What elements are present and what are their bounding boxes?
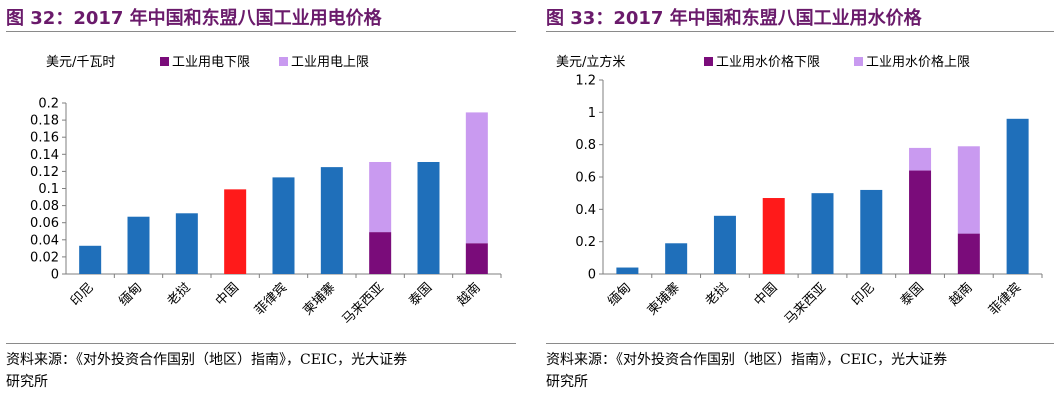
source-line-2: 研究所	[6, 374, 48, 390]
bar-lower	[860, 189, 883, 274]
x-tick-label: 越南	[454, 280, 484, 310]
source-note: 资料来源：《对外投资合作国别（地区）指南》，CEIC，光大证券 研究所	[6, 349, 407, 393]
y-tick-label: 0.02	[30, 250, 59, 265]
x-tick-label: 马来西亚	[782, 280, 829, 327]
bar-lower	[369, 232, 392, 274]
bar-upper	[909, 147, 932, 171]
y-tick-label: 0.04	[30, 233, 59, 248]
y-tick-label: 0.4	[575, 203, 596, 218]
figure-title: 图 33：2017 年中国和东盟八国工业用水价格	[546, 8, 922, 29]
x-tick-label: 越南	[946, 280, 976, 310]
y-tick-label: 1	[588, 106, 596, 121]
legend-label: 工业用水价格下限	[716, 54, 820, 70]
footer-divider	[6, 343, 516, 344]
bar-lower	[957, 233, 980, 274]
bar-lower	[762, 198, 785, 274]
legend-swatch	[279, 57, 288, 66]
x-tick-label: 印尼	[68, 280, 97, 309]
bar-lower	[272, 177, 295, 274]
y-axis-label: 美元/立方米	[556, 54, 625, 70]
bar-upper	[465, 112, 488, 244]
bar-lower	[224, 189, 247, 274]
electricity-price-panel: 图 32：2017 年中国和东盟八国工业用电价格 美元/千瓦时 工业用电下限 工业用…	[6, 0, 516, 404]
bar-upper	[957, 146, 980, 234]
bar-lower	[1006, 118, 1029, 274]
title-divider	[546, 31, 1054, 32]
water-price-chart: 美元/立方米 工业用水价格下限 工业用水价格上限 0 0.2 0.4 0.6 0.8 1 1.2 缅…	[556, 54, 1043, 328]
legend-label: 工业用水价格上限	[866, 54, 970, 70]
legend-swatch	[704, 57, 713, 66]
legend-swatch	[854, 57, 863, 66]
x-tick-label: 泰国	[406, 280, 435, 309]
bar-lower	[665, 243, 688, 274]
source-line-2: 研究所	[546, 374, 588, 390]
legend-label: 工业用电下限	[172, 55, 250, 70]
y-tick-label: 0.1	[38, 182, 59, 197]
electricity-price-chart: 美元/千瓦时 工业用电下限 工业用电上限 0 0.02 0.04 0.06 0.08 0.1 0.…	[30, 55, 502, 328]
bar-lower	[811, 193, 834, 274]
x-tick-label: 印尼	[849, 280, 878, 309]
source-note: 资料来源：《对外投资合作国别（地区）指南》，CEIC，光大证券 研究所	[546, 349, 947, 393]
y-tick-label: 0.14	[30, 148, 59, 163]
legend-label: 工业用电上限	[291, 55, 369, 70]
x-tick-label: 马来西亚	[340, 280, 387, 327]
bar-lower	[175, 213, 198, 274]
y-tick-label: 1.2	[575, 74, 596, 89]
y-tick-label: 0.08	[30, 199, 59, 214]
bar-lower	[320, 167, 343, 274]
y-tick-label: 0.6	[575, 171, 596, 186]
y-tick-label: 0.2	[575, 235, 596, 250]
source-line-1: 资料来源：《对外投资合作国别（地区）指南》，CEIC，光大证券	[6, 352, 408, 368]
x-tick-label: 菲律宾	[986, 280, 1025, 319]
y-tick-label: 0.06	[30, 216, 59, 231]
bar-lower	[79, 245, 102, 274]
y-tick-label: 0.2	[38, 97, 59, 112]
legend-swatch	[160, 57, 169, 66]
x-tick-label: 老挝	[165, 280, 194, 309]
bar-lower	[909, 170, 932, 274]
y-tick-label: 0	[588, 268, 596, 283]
footer-divider	[546, 343, 1054, 344]
bar-upper	[369, 161, 392, 233]
y-tick-label: 0.18	[30, 114, 59, 129]
x-tick-label: 中国	[752, 280, 781, 309]
water-price-panel: 图 33：2017 年中国和东盟八国工业用水价格 美元/立方米 工业用水价格下限 工…	[546, 0, 1054, 404]
y-axis-label: 美元/千瓦时	[46, 55, 115, 70]
x-tick-label: 菲律宾	[251, 280, 290, 319]
title-divider	[6, 31, 516, 32]
x-tick-label: 柬埔寨	[300, 280, 339, 319]
x-tick-label: 柬埔寨	[644, 280, 683, 319]
x-tick-label: 缅甸	[116, 280, 145, 309]
y-tick-label: 0.16	[30, 131, 59, 146]
bar-lower	[417, 161, 440, 274]
y-tick-label: 0.12	[30, 165, 59, 180]
x-tick-label: 老挝	[703, 280, 732, 309]
x-tick-label: 中国	[213, 280, 242, 309]
source-line-1: 资料来源：《对外投资合作国别（地区）指南》，CEIC，光大证券	[546, 352, 948, 368]
figure-title: 图 32：2017 年中国和东盟八国工业用电价格	[6, 8, 382, 29]
y-tick-label: 0.8	[575, 138, 596, 153]
bar-lower	[465, 243, 488, 274]
x-tick-label: 缅甸	[605, 280, 634, 309]
y-tick-label: 0	[51, 268, 59, 283]
x-tick-label: 泰国	[898, 280, 927, 309]
bar-lower	[127, 216, 150, 274]
bar-lower	[616, 267, 639, 274]
bar-lower	[713, 215, 736, 274]
